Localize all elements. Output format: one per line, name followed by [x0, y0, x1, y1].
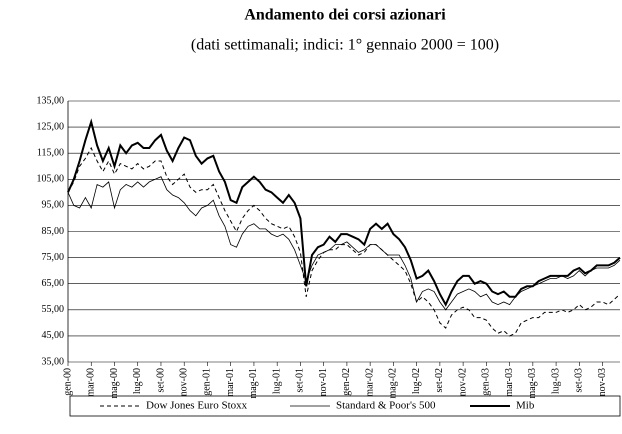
y-tick-label: 135,00 [37, 95, 65, 106]
x-tick-label: set-01 [295, 368, 306, 392]
x-tick-label: set-00 [155, 368, 166, 392]
x-tick-label: lug-03 [550, 368, 561, 394]
x-tick-label: gen-01 [202, 368, 213, 396]
chart-subtitle: (dati settimanali; indici: 1° gennaio 20… [191, 37, 499, 54]
x-tick-label: mar-01 [225, 368, 236, 397]
legend-label: Mib [516, 400, 535, 412]
x-tick-label: set-03 [574, 368, 585, 392]
y-tick-label: 115,00 [37, 147, 64, 158]
series-line [67, 118, 621, 307]
x-tick-label: mag-01 [248, 368, 259, 399]
y-tick-label: 95,00 [42, 200, 65, 211]
series-line [67, 146, 621, 337]
y-tick-label: 55,00 [42, 304, 65, 315]
y-tick-label: 125,00 [37, 121, 65, 132]
y-tick-label: 105,00 [37, 174, 65, 185]
y-tick-label: 75,00 [42, 252, 65, 263]
x-tick-label: mar-00 [86, 368, 97, 397]
x-tick-label: lug-01 [271, 368, 282, 394]
legend-label: Standard & Poor's 500 [336, 400, 436, 412]
x-tick-label: gen-03 [481, 368, 492, 396]
x-tick-label: mag-03 [527, 368, 538, 399]
x-tick-label: set-02 [434, 368, 445, 392]
y-tick-label: 65,00 [42, 278, 65, 289]
x-tick-label: mar-02 [364, 368, 375, 397]
y-tick-label: 85,00 [42, 226, 65, 237]
x-tick-label: nov-03 [597, 368, 608, 396]
x-tick-label: mag-02 [388, 368, 399, 399]
y-tick-label: 45,00 [42, 330, 65, 341]
x-tick-label: lug-00 [132, 368, 143, 394]
legend-box [69, 395, 621, 417]
x-tick-label: gen-00 [62, 368, 73, 396]
x-tick-label: nov-02 [457, 368, 468, 396]
series-line [67, 176, 621, 311]
x-tick-label: nov-00 [179, 368, 190, 396]
x-tick-label: nov-01 [318, 368, 329, 396]
y-tick-label: 35,00 [42, 356, 65, 367]
x-tick-label: mag-00 [109, 368, 120, 399]
legend-label: Dow Jones Euro Stoxx [146, 400, 248, 412]
x-tick-label: lug-02 [411, 368, 422, 394]
x-tick-label: mar-03 [504, 368, 515, 397]
x-tick-label: gen-02 [341, 368, 352, 396]
chart-title: Andamento dei corsi azionari [244, 7, 446, 24]
